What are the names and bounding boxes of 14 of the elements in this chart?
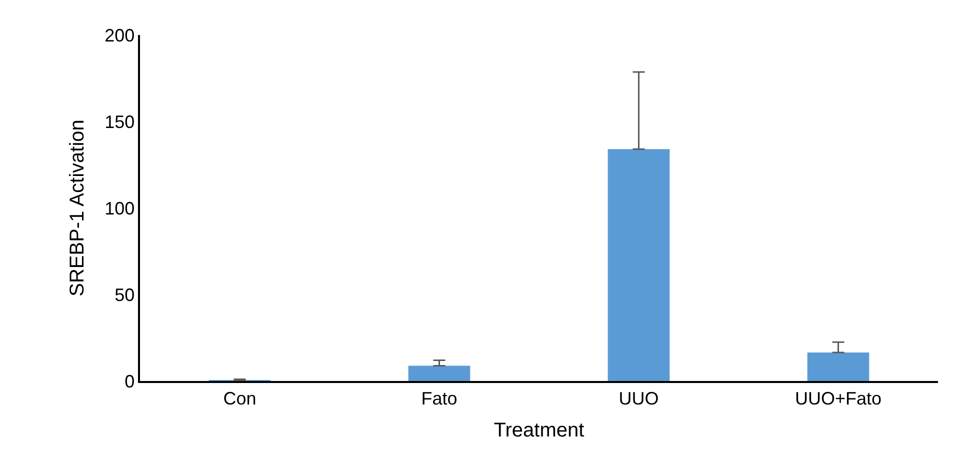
x-tick-label: Fato: [421, 388, 458, 409]
y-tick-label: 150: [104, 112, 135, 132]
x-tick-label: UUO: [618, 388, 659, 409]
y-axis-title: SREBP-1 Activation: [66, 120, 89, 296]
bar: [408, 366, 470, 381]
bar: [608, 149, 670, 381]
y-tick-label: 100: [104, 198, 135, 218]
x-tick-label: UUO+Fato: [794, 388, 882, 409]
x-tick-label: Con: [223, 388, 256, 409]
y-tick-label: 200: [104, 25, 135, 46]
y-tick-label: 0: [124, 371, 135, 392]
x-axis-title: Treatment: [494, 420, 585, 442]
bar: [807, 352, 870, 381]
y-tick-label: 50: [114, 284, 135, 305]
